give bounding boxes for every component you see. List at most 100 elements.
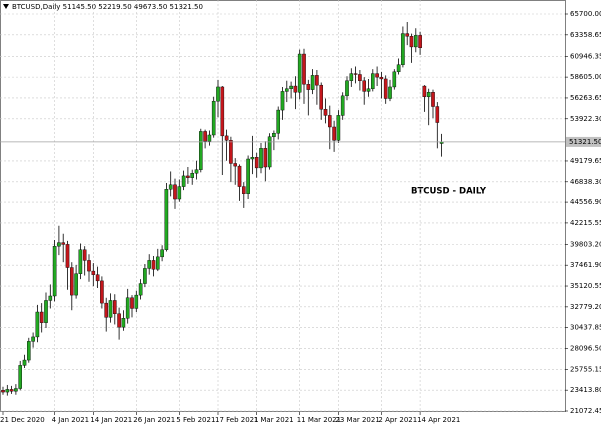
x-tick-label: 5 Feb 2021: [176, 416, 215, 424]
candle-body: [74, 273, 78, 296]
candle-body: [388, 86, 392, 99]
y-tick-label: 32779.20: [570, 303, 601, 311]
candle-body: [405, 33, 410, 37]
candle-body: [1, 390, 5, 393]
annotation: BTCUSD - DAILY: [411, 187, 487, 197]
y-tick-label: 28096.50: [570, 345, 601, 353]
candle-body: [250, 157, 255, 160]
candle-body: [181, 175, 186, 187]
candle-body: [138, 283, 143, 296]
candle-body: [194, 169, 199, 174]
candle-body: [147, 260, 152, 269]
candle-body: [401, 33, 405, 65]
candle-body: [422, 85, 427, 97]
candle-body: [383, 78, 388, 99]
y-tick-label: 30437.85: [570, 324, 601, 332]
candle-body: [323, 108, 328, 116]
candle-body: [61, 242, 65, 245]
candle-body: [9, 389, 14, 392]
y-tick-label: 21072.45: [570, 407, 601, 415]
candle-body: [366, 88, 371, 92]
y-tick-label: 56263.65: [570, 94, 601, 102]
candle-body: [379, 76, 384, 80]
candle-body: [14, 388, 18, 392]
y-tick-label: 25755.15: [570, 365, 601, 373]
candle-body: [229, 140, 233, 164]
candle-body: [315, 75, 319, 86]
x-tick-label: 17 Feb 2021: [215, 416, 259, 424]
candle-body: [362, 80, 367, 92]
candle-body: [340, 95, 345, 116]
candle-body: [31, 336, 35, 342]
candle-body: [112, 300, 117, 314]
candle-body: [57, 242, 61, 247]
y-tick-label: 60946.35: [570, 52, 601, 60]
candle-body: [186, 175, 190, 178]
candle-body: [39, 311, 44, 323]
candle-body: [345, 80, 349, 97]
candle-body: [302, 53, 306, 85]
candle-body: [22, 359, 27, 366]
current-price-label: 51321.50: [569, 138, 601, 146]
y-tick-label: 63358.65: [570, 31, 601, 39]
candle-body: [246, 158, 250, 194]
candle-body: [134, 294, 139, 309]
candle-body: [203, 131, 207, 142]
candle-body: [87, 260, 91, 272]
candle-body: [151, 260, 156, 270]
candle-body: [293, 85, 298, 93]
candle-body: [414, 35, 418, 48]
candle-body: [392, 71, 397, 88]
candle-body: [336, 115, 341, 141]
candle-body: [69, 267, 74, 296]
candle-body: [190, 173, 195, 178]
candle-body: [328, 115, 332, 128]
candle-body: [121, 318, 126, 328]
y-tick-label: 49179.65: [570, 157, 601, 165]
candle-body: [220, 86, 225, 137]
candle-body: [306, 84, 311, 90]
candle-body: [332, 126, 336, 141]
candle-body: [52, 245, 57, 297]
candle-body: [82, 249, 87, 261]
candle-body: [349, 73, 354, 81]
candle-body: [78, 249, 83, 274]
candle-body: [263, 148, 268, 168]
candle-body: [207, 134, 212, 142]
candle-body: [108, 300, 113, 318]
candle-body: [276, 109, 281, 134]
y-tick-label: 35120.55: [570, 282, 601, 290]
candle-body: [396, 64, 401, 73]
candle-body: [65, 244, 70, 268]
current-price-box: [566, 136, 601, 147]
candle-body: [224, 135, 229, 141]
candle-body: [164, 189, 169, 250]
candle-body: [160, 249, 164, 258]
candle-body: [48, 295, 53, 301]
candle-body: [117, 313, 121, 328]
candle-body: [241, 186, 246, 194]
y-tick-label: 65700.00: [570, 10, 601, 18]
candle-body: [319, 84, 324, 110]
candle-body: [289, 85, 293, 89]
candle-body: [173, 184, 177, 200]
candle-body: [44, 300, 48, 323]
candle-body: [297, 53, 302, 93]
x-tick-label: 21 Dec 2020: [0, 416, 45, 424]
candle-body: [198, 131, 203, 170]
candle-body: [254, 157, 259, 169]
candle-body: [353, 73, 358, 75]
candle-body: [371, 73, 375, 89]
x-tick-label: 2 Apr 2021: [378, 416, 417, 424]
candle-body: [35, 311, 40, 338]
y-tick-label: 23413.80: [570, 386, 601, 394]
candle-body: [168, 184, 173, 190]
candle-body: [5, 389, 10, 393]
candle-body: [155, 256, 160, 270]
candle-body: [18, 365, 23, 389]
candle-body: [267, 136, 272, 168]
candle-body: [285, 88, 289, 92]
candle-body: [130, 297, 134, 309]
candle-body: [409, 36, 414, 48]
candle-body: [216, 86, 220, 102]
